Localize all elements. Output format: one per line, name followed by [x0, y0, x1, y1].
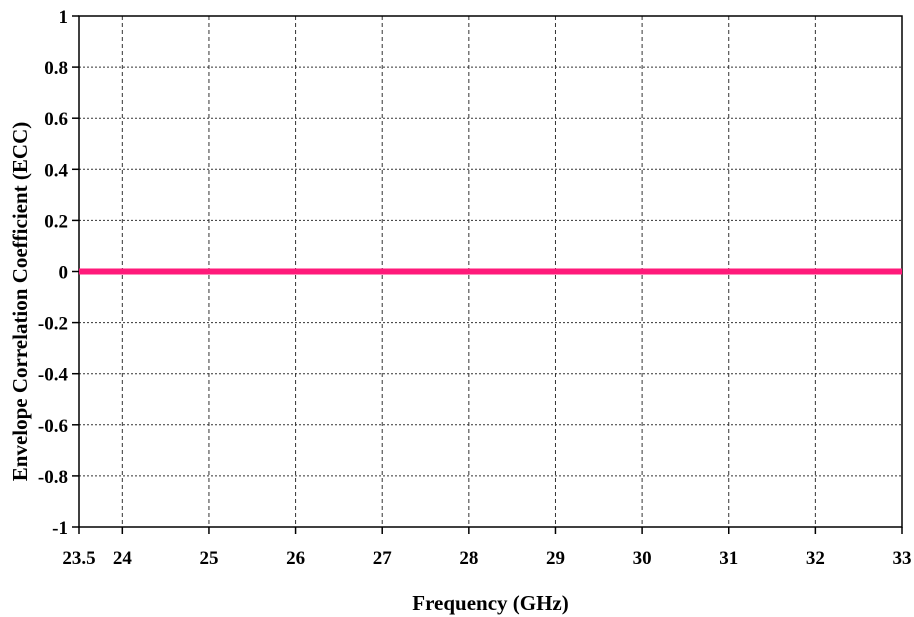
y-tick-label: -0.6 [38, 416, 68, 437]
y-tick-label: 0.8 [44, 58, 68, 79]
x-tick-label: 33 [893, 548, 912, 569]
x-tick-label: 31 [719, 548, 738, 569]
x-tick-label: 24 [113, 548, 133, 569]
y-tick-label: -0.4 [38, 365, 69, 386]
y-tick-label: 1 [59, 7, 69, 28]
x-tick-label: 27 [373, 548, 393, 569]
x-tick-label: 25 [199, 548, 218, 569]
x-tick-label: 29 [546, 548, 565, 569]
y-tick-label: 0.4 [44, 160, 68, 181]
y-tick-label: 0.2 [44, 211, 68, 232]
x-tick-label: 30 [633, 548, 652, 569]
y-axis-title: Envelope Correlation Coefficient (ECC) [8, 122, 32, 481]
x-tick-label: 23.5 [62, 548, 95, 569]
x-tick-label: 32 [806, 548, 825, 569]
y-tick-label: -0.8 [38, 467, 68, 488]
x-axis-title: Frequency (GHz) [412, 591, 569, 615]
axis-ticks: 23.5 24 25 26 27 28 29 30 31 32 33 1 0.8 0.6 0.4 0.2 0 -0… [38, 7, 912, 569]
y-tick-label: 0 [59, 263, 69, 284]
x-tick-label: 28 [459, 548, 478, 569]
y-tick-label: 0.6 [44, 109, 68, 130]
x-tick-label: 26 [286, 548, 305, 569]
y-tick-label: -1 [52, 518, 68, 539]
y-tick-label: -0.2 [38, 314, 68, 335]
